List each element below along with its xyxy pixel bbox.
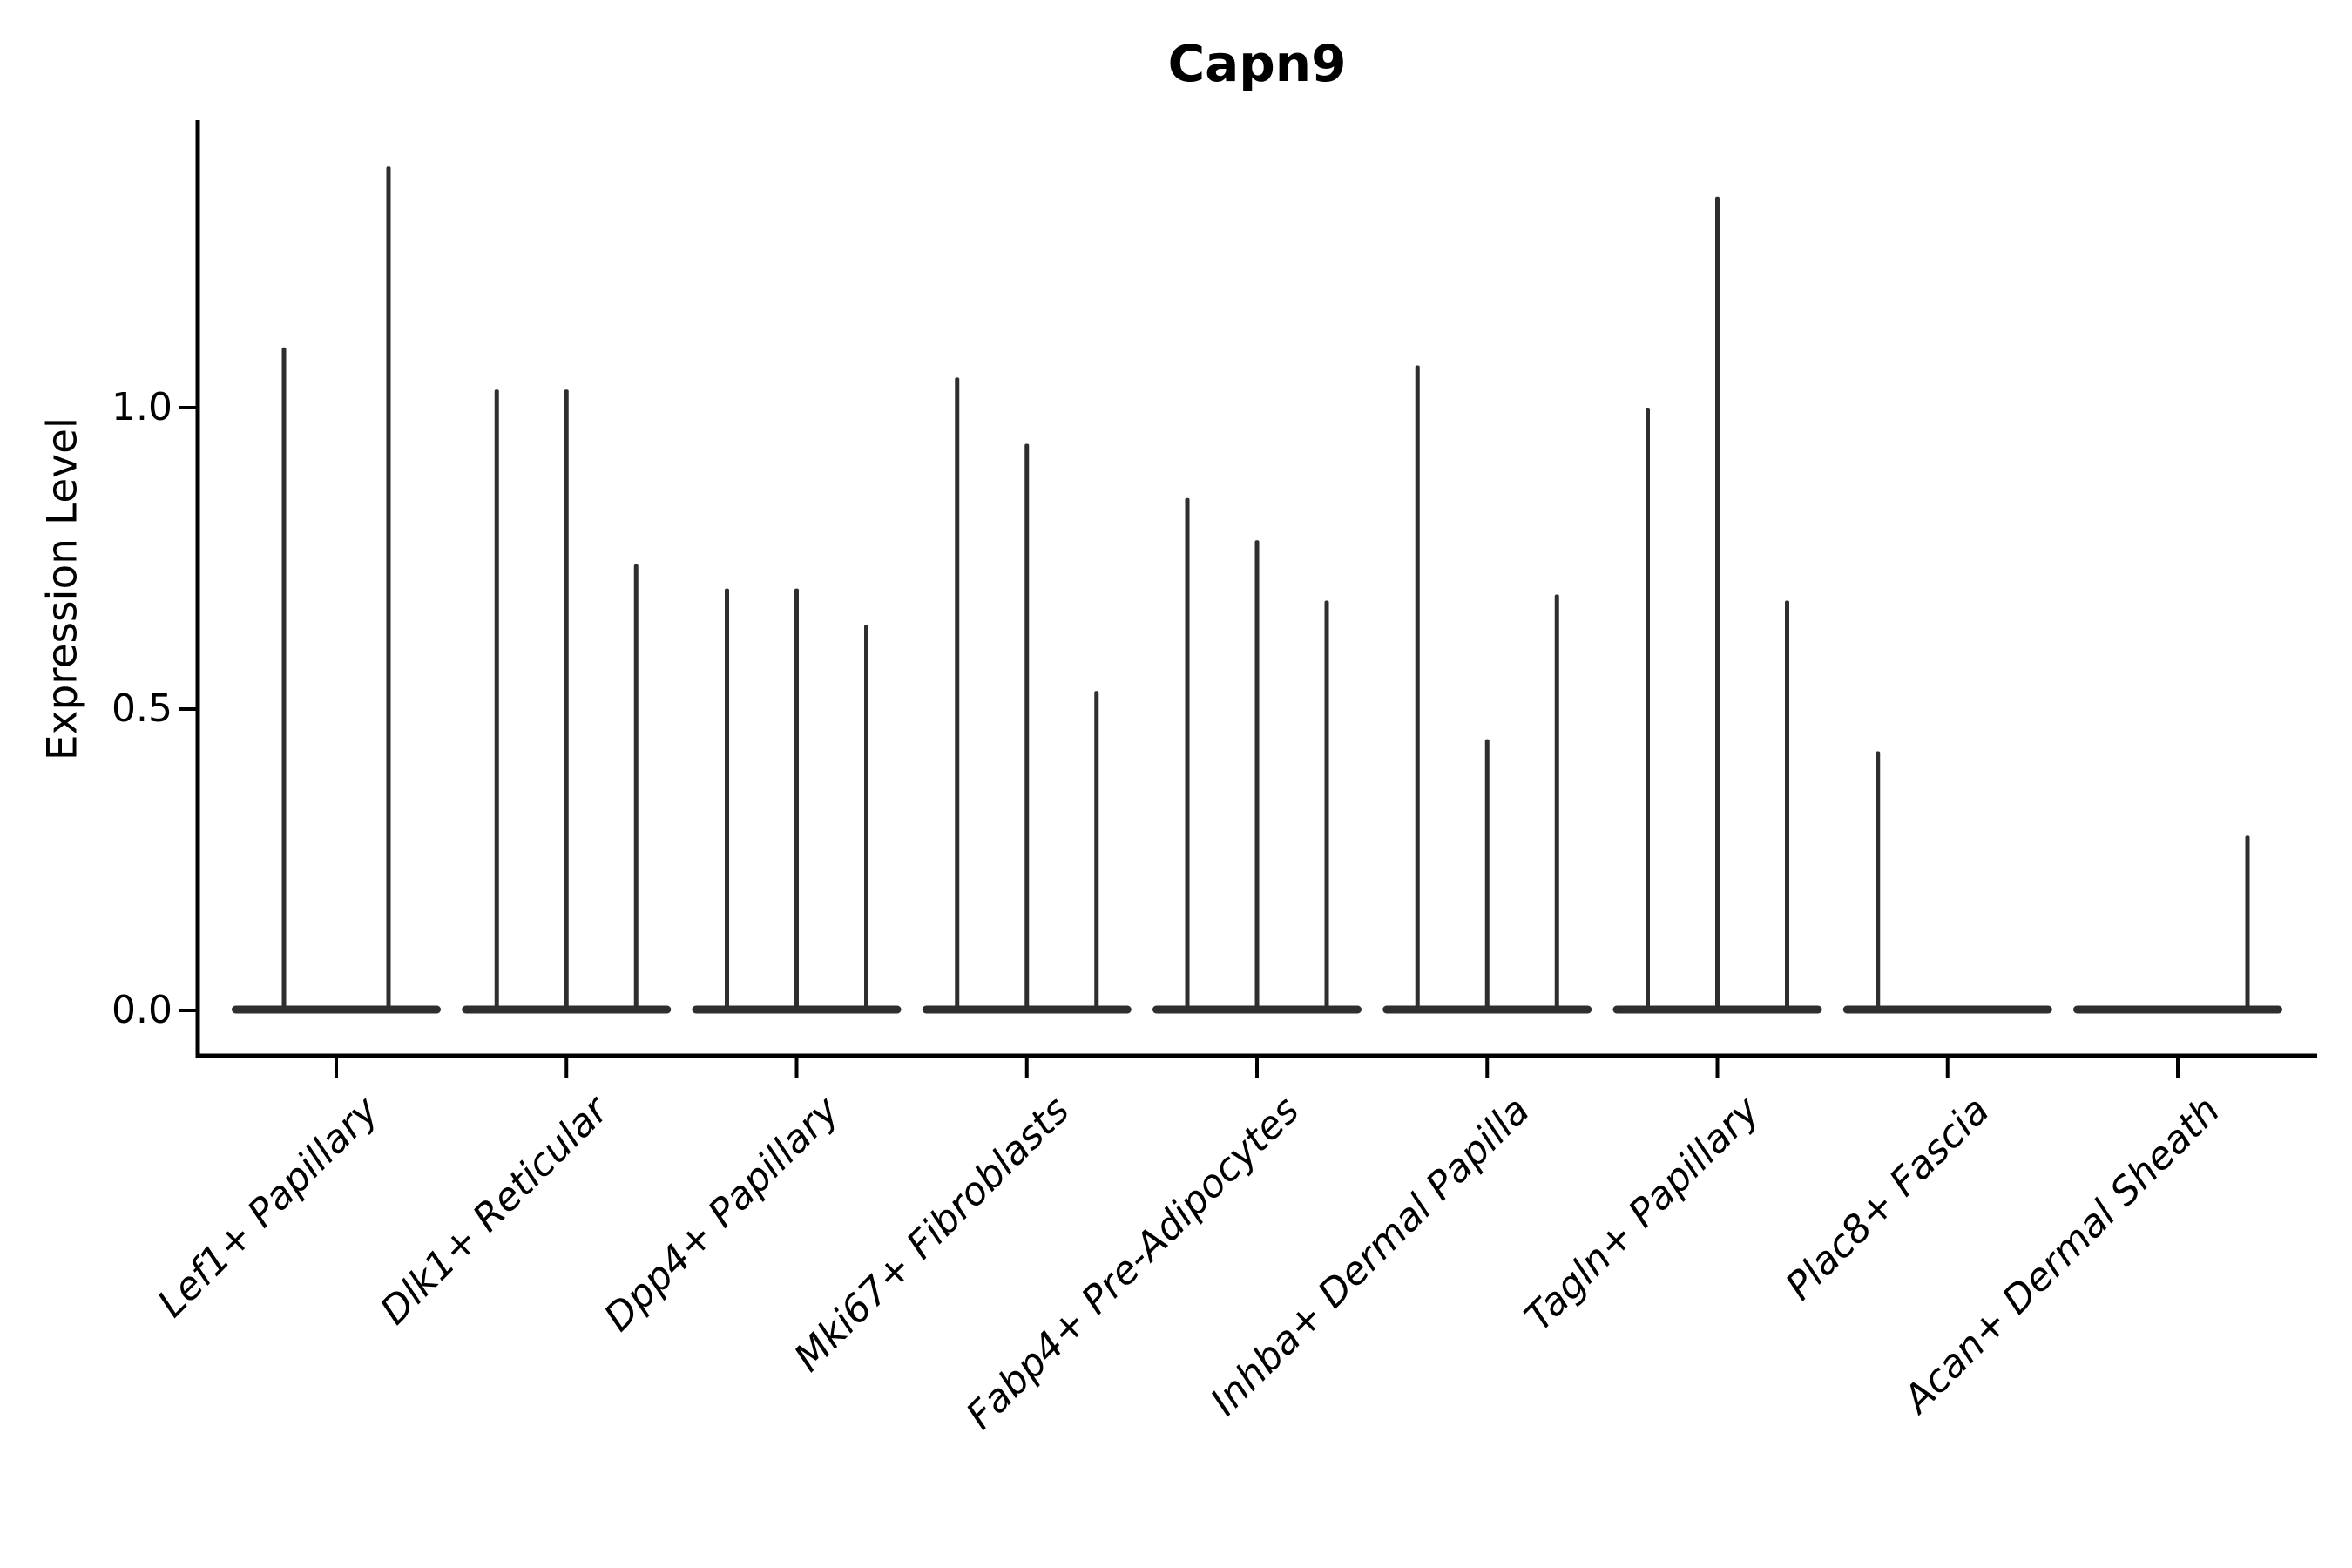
violin-spike [1185,497,1190,1012]
violin-spike [1024,443,1030,1012]
violin-spike [1324,600,1329,1012]
violin-spike [2245,835,2250,1012]
violin-spike [1554,594,1559,1012]
violin-spike [1484,739,1490,1012]
violin-spike [1646,408,1650,1012]
violin-spike [1715,196,1720,1013]
violin-spike [564,389,569,1012]
violin-spike [794,588,799,1012]
violin-base [2073,1005,2282,1014]
violin-spike [1254,540,1260,1012]
violin-spike [386,166,391,1012]
violin-spike [1785,600,1789,1012]
violin-spike [725,588,729,1012]
y-tick-label: 0.5 [112,686,172,731]
violin-spike [1415,365,1420,1012]
violin-spike [1094,691,1099,1012]
y-tick-label: 0.0 [112,988,172,1032]
violin-spike [281,347,287,1012]
violin-spike [494,389,499,1012]
violin-base [1842,1005,2052,1014]
violin-spike [955,377,960,1012]
violin-base [232,1005,441,1014]
violin-spike [864,625,868,1012]
chart-title: Capn9 [1167,34,1347,93]
violin-spike [633,564,639,1012]
violin-spike [1876,751,1881,1012]
y-tick-label: 1.0 [112,385,172,429]
